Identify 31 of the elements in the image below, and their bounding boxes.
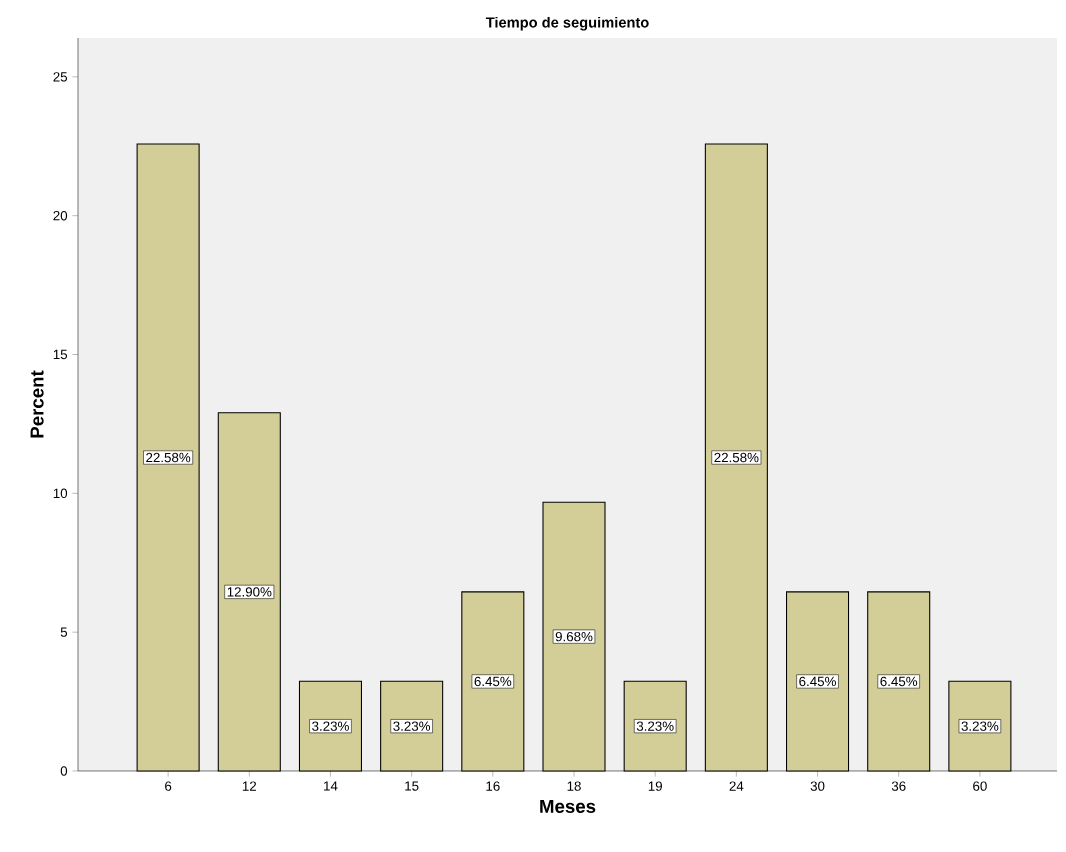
data-label: 3.23% <box>636 721 674 731</box>
x-tick-label: 19 <box>648 781 662 791</box>
y-tick-label: 25 <box>53 72 68 82</box>
x-tick-label: 15 <box>405 781 419 791</box>
data-label: 22.58% <box>146 452 191 463</box>
y-tick-label: 20 <box>53 210 68 221</box>
data-label: 22.58% <box>714 452 759 463</box>
chart-title: Tiempo de seguimiento <box>485 16 649 31</box>
x-tick-label: 6 <box>165 781 172 791</box>
x-tick-label: 60 <box>973 781 987 791</box>
x-tick-label: 12 <box>242 781 257 791</box>
x-tick-label: 14 <box>324 781 338 791</box>
data-label: 3.23% <box>961 721 999 731</box>
x-tick-label: 18 <box>567 781 581 791</box>
data-label: 6.45% <box>474 676 512 687</box>
y-tick-label: 15 <box>53 349 68 360</box>
x-axis-title: Meses <box>540 799 596 814</box>
data-label: 6.45% <box>799 676 836 687</box>
x-tick-label: 16 <box>486 781 500 791</box>
data-label: 3.23% <box>312 721 349 731</box>
data-label: 3.23% <box>393 721 431 731</box>
x-tick-label: 24 <box>729 781 744 791</box>
y-tick-label: 0 <box>60 766 68 776</box>
x-tick-label: 30 <box>810 781 825 791</box>
y-tick-label: 5 <box>60 627 68 637</box>
data-label: 6.45% <box>880 676 918 687</box>
x-tick-label: 36 <box>891 781 906 791</box>
data-label: 9.68% <box>555 631 593 642</box>
y-axis-title: Percent <box>30 370 44 438</box>
y-tick-label: 10 <box>53 488 68 499</box>
data-label: 12.90% <box>227 587 272 597</box>
